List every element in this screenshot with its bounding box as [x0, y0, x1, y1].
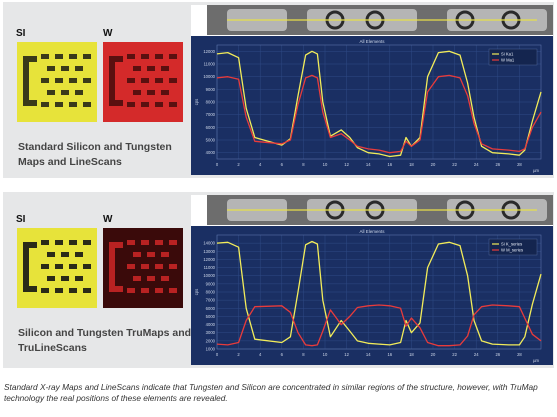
plot-frame [216, 44, 542, 160]
y-axis-label: cps [194, 289, 199, 296]
x-tick-label: 26 [495, 352, 500, 357]
y-tick-label: 9000 [206, 87, 216, 92]
figure-footnote: Standard X-ray Maps and LineScans indica… [4, 382, 538, 403]
w-trumap-label: W [103, 214, 113, 225]
legend-label: Si Ka1 [501, 52, 514, 57]
x-tick-label: 14 [366, 352, 371, 357]
x-tick-label: 20 [431, 352, 436, 357]
x-tick-label: 12 [344, 162, 349, 167]
x-tick-label: 20 [431, 162, 436, 167]
x-tick-label: 16 [387, 162, 392, 167]
x-tick-label: 0 [216, 162, 219, 167]
y-tick-label: 10000 [203, 273, 215, 278]
w-map-label: W [103, 28, 113, 39]
y-tick-label: 1000 [206, 347, 216, 352]
y-tick-label: 4000 [206, 150, 216, 155]
y-tick-label: 11000 [204, 265, 216, 270]
x-tick-label: 4 [259, 162, 262, 167]
si-trumap [17, 228, 97, 308]
standard-linescan-chart: All Elements 4000 5000 6000 7000 8000 9000 1000… [191, 5, 553, 175]
chart-title: All Elements [359, 229, 385, 234]
standard-linescan-svg: All Elements 4000 5000 6000 7000 8000 9000 1000… [191, 5, 553, 175]
x-tick-label: 28 [517, 162, 522, 167]
y-tick-label: 6000 [206, 125, 216, 130]
series-line-0 [216, 240, 542, 346]
trumaps-panel: SI W Silicon and Tungsten TruMaps and Tr… [3, 192, 554, 368]
y-tick-label: 5000 [206, 314, 216, 319]
series-line-1 [216, 74, 542, 154]
trulinescan-svg: All Elements 1000 2000 3000 4000 5000 6000 7000… [191, 195, 553, 365]
si-map-label: SI [16, 28, 26, 39]
series-line-0 [216, 50, 542, 158]
x-tick-label: 0 [216, 352, 219, 357]
x-tick-label: 24 [474, 162, 479, 167]
x-tick-label: 18 [409, 352, 414, 357]
si-trumap-label: SI [16, 214, 26, 225]
x-tick-label: 2 [237, 352, 240, 357]
si-xray-map [17, 42, 97, 122]
y-tick-label: 8000 [206, 100, 216, 105]
y-tick-label: 13000 [203, 249, 215, 254]
y-tick-label: 7000 [206, 112, 216, 117]
y-tick-label: 4000 [206, 322, 216, 327]
x-tick-label: 2 [237, 162, 240, 167]
legend-label: Si K_series [501, 242, 522, 247]
x-tick-label: 22 [452, 352, 457, 357]
standard-maps-panel: SI W Standard Silicon and Tungsten Maps … [3, 2, 554, 178]
plot-frame [216, 234, 542, 350]
x-tick-label: 6 [281, 162, 284, 167]
w-xray-map [103, 42, 183, 122]
y-tick-label: 12000 [203, 49, 215, 54]
chart-title: All Elements [359, 39, 385, 44]
x-tick-label: 6 [281, 352, 284, 357]
trumaps-caption: Silicon and Tungsten TruMaps and TruLine… [18, 327, 192, 354]
y-tick-label: 9000 [206, 281, 216, 286]
x-axis-label: µm [533, 168, 539, 173]
y-tick-label: 5000 [206, 138, 216, 143]
x-tick-label: 22 [452, 162, 457, 167]
x-tick-label: 14 [366, 162, 371, 167]
x-tick-label: 18 [409, 162, 414, 167]
x-tick-label: 16 [387, 352, 392, 357]
y-axis-label: cps [194, 99, 199, 106]
y-tick-label: 11000 [204, 62, 216, 67]
y-tick-label: 14000 [203, 241, 215, 246]
y-tick-label: 2000 [206, 338, 216, 343]
w-trumap [103, 228, 183, 308]
x-tick-label: 26 [495, 162, 500, 167]
y-tick-label: 3000 [206, 330, 216, 335]
y-tick-label: 10000 [203, 74, 215, 79]
x-tick-label: 10 [323, 352, 328, 357]
legend-label: W M_series [501, 248, 523, 253]
y-tick-label: 6000 [206, 306, 216, 311]
x-tick-label: 4 [259, 352, 262, 357]
y-tick-label: 7000 [206, 298, 216, 303]
x-tick-label: 8 [302, 162, 305, 167]
x-tick-label: 28 [517, 352, 522, 357]
standard-caption: Standard Silicon and Tungsten Maps and L… [18, 141, 172, 168]
series-line-1 [216, 304, 542, 347]
legend-box [488, 48, 538, 66]
trulinescan-chart: All Elements 1000 2000 3000 4000 5000 6000 7000… [191, 195, 553, 365]
x-axis-label: µm [533, 358, 539, 363]
legend-label: W Ma1 [501, 58, 515, 63]
legend-box [488, 238, 538, 256]
x-tick-label: 24 [474, 352, 479, 357]
x-tick-label: 12 [344, 352, 349, 357]
y-tick-label: 8000 [206, 290, 216, 295]
x-tick-label: 10 [323, 162, 328, 167]
y-tick-label: 12000 [203, 257, 215, 262]
x-tick-label: 8 [302, 352, 305, 357]
